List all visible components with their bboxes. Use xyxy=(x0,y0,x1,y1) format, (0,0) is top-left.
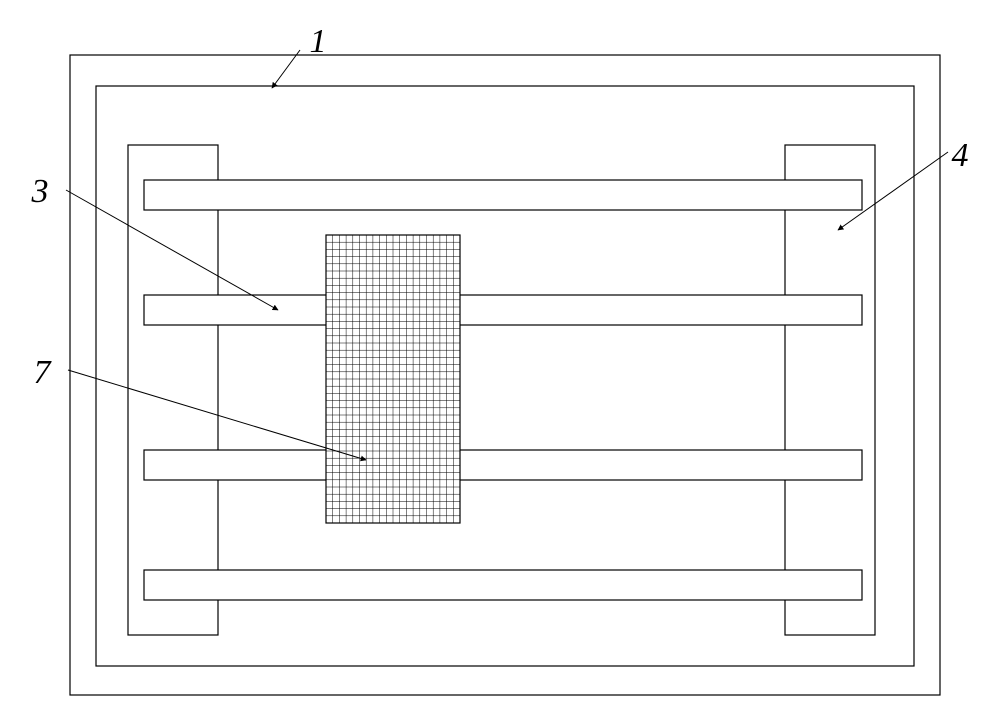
left-vertical-block xyxy=(128,145,218,635)
horizontal-bar-2 xyxy=(144,295,862,325)
callout-4-label: 4 xyxy=(952,137,969,174)
grid-panel xyxy=(326,235,460,523)
diagram-canvas: 1 3 4 7 xyxy=(0,0,1000,707)
horizontal-bar-3 xyxy=(144,450,862,480)
callout-7-label: 7 xyxy=(34,354,53,391)
right-vertical-block xyxy=(785,145,875,635)
horizontal-bar-4 xyxy=(144,570,862,600)
horizontal-bar-1 xyxy=(144,180,862,210)
callout-3-label: 3 xyxy=(31,173,49,210)
callout-1-label: 1 xyxy=(310,23,327,60)
